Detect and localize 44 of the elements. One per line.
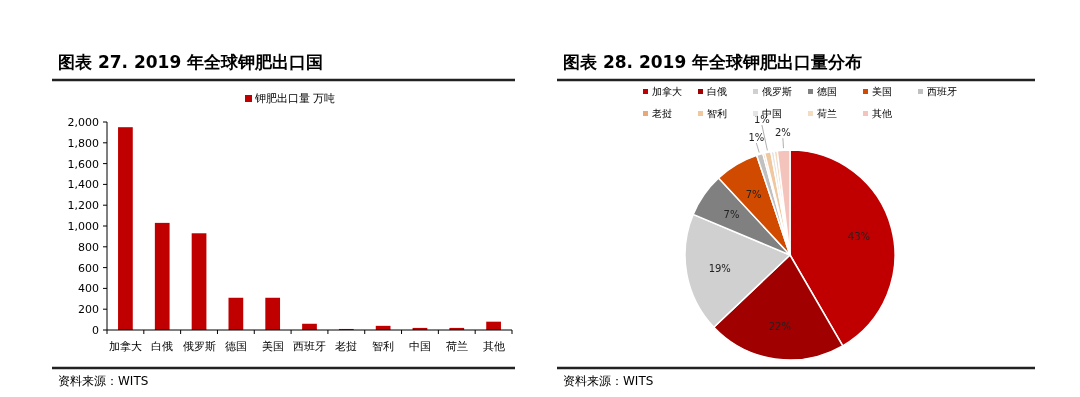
- x-tick-label: 加拿大: [108, 340, 142, 353]
- chart-title: 图表 27. 2019 年全球钾肥出口国: [58, 52, 324, 72]
- y-tick-label: 2,000: [67, 116, 99, 129]
- x-tick-label: 俄罗斯: [182, 340, 216, 353]
- legend-label: 钾肥出口量 万吨: [254, 92, 336, 105]
- data-label: 1%: [748, 131, 765, 143]
- y-tick-label: 800: [78, 240, 99, 254]
- data-label: 43%: [847, 231, 871, 243]
- y-tick-label: 1,800: [67, 136, 99, 150]
- x-tick-label: 老挝: [335, 340, 358, 353]
- x-tick-label: 白俄: [151, 340, 174, 353]
- legend-label: 美国: [872, 86, 892, 97]
- legend-label: 荷兰: [817, 108, 837, 119]
- legend-label: 西班牙: [927, 86, 957, 97]
- legend-label: 白俄: [707, 86, 727, 97]
- y-tick-label: 400: [78, 282, 99, 296]
- legend-label: 其他: [872, 108, 892, 119]
- legend-label: 加拿大: [652, 86, 682, 97]
- data-label: 19%: [708, 262, 731, 274]
- y-tick-label: 1,200: [67, 199, 99, 213]
- x-tick-label: 德国: [224, 340, 247, 353]
- x-tick-label: 美国: [261, 340, 284, 353]
- data-label: 7%: [723, 209, 740, 221]
- legend-label: 老挝: [652, 108, 672, 119]
- x-tick-label: 中国: [408, 340, 431, 353]
- y-tick-label: 0: [92, 324, 99, 337]
- legend-label: 德国: [817, 86, 837, 97]
- y-tick-label: 1,000: [67, 220, 99, 233]
- text: 资料来源：WITS: [563, 374, 654, 388]
- y-tick-label: 1,400: [67, 178, 99, 192]
- legend-label: 智利: [707, 108, 727, 119]
- y-tick-label: 600: [78, 261, 99, 275]
- y-tick-label: 200: [78, 303, 99, 317]
- data-label: 2%: [774, 127, 791, 139]
- y-tick-label: 1,600: [67, 157, 99, 171]
- x-tick-label: 智利: [372, 340, 395, 353]
- chart-title: 图表 28. 2019 年全球钾肥出口量分布: [563, 52, 863, 72]
- data-label: 22%: [768, 320, 791, 332]
- x-tick-label: 荷兰: [445, 340, 468, 353]
- data-label: 7%: [745, 188, 762, 200]
- text: 资料来源：WITS: [58, 374, 149, 388]
- x-tick-label: 西班牙: [293, 340, 326, 353]
- legend-label: 俄罗斯: [762, 86, 792, 97]
- x-tick-label: 其他: [482, 340, 505, 353]
